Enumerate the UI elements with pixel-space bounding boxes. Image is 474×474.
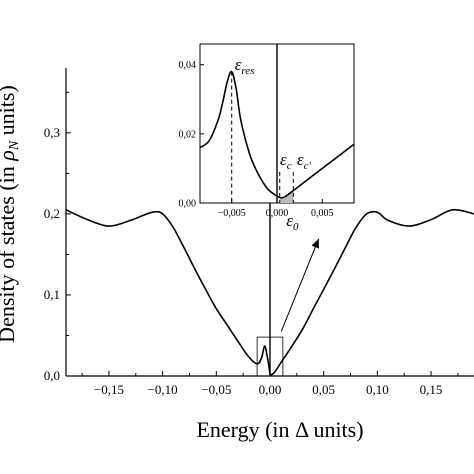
annotation-eps-c: εc xyxy=(280,150,292,172)
inset-tick-labels: −0,005 0,000 0,005 0,00 0,02 0,04 xyxy=(179,60,334,219)
inset-y-tick-label: 0,04 xyxy=(179,60,197,71)
y-axis-title: Density of states (in ρN units) xyxy=(0,85,22,343)
inset-x-tick-label: −0,005 xyxy=(218,208,246,219)
annotation-eps-res: εres xyxy=(235,55,255,77)
inset-plot: −0,005 0,000 0,005 0,00 0,02 0,04 εres εc εc' ε0 xyxy=(179,43,355,233)
zoom-arrow xyxy=(280,238,320,332)
y-tick-label: 0,0 xyxy=(44,368,60,383)
inset-dashed-markers xyxy=(231,71,294,203)
inset-y-tick-label: 0,02 xyxy=(179,129,197,140)
y-tick-label: 0,3 xyxy=(44,125,60,140)
zoom-arrowhead xyxy=(311,238,320,249)
x-tick-label: −0,05 xyxy=(201,382,231,397)
inset-y-tick-label: 0,00 xyxy=(179,199,197,210)
annotation-eps-c-prime: εc' xyxy=(297,150,312,172)
annotation-eps-0: ε0 xyxy=(286,211,299,233)
main-tick-labels: −0,15 −0,10 −0,05 0,00 0,05 0,10 0,15 0,0 0,1 0,2… xyxy=(44,125,443,397)
inset-x-tick-label: 0,000 xyxy=(266,208,289,219)
inset-annotations: εres εc εc' ε0 xyxy=(235,55,312,233)
x-tick-label: −0,15 xyxy=(94,382,124,397)
zoom-region-box xyxy=(256,336,284,377)
y-tick-label: 0,2 xyxy=(44,206,60,221)
x-tick-label: 0,15 xyxy=(420,382,443,397)
x-tick-label: 0,00 xyxy=(259,382,282,397)
x-axis-title: Energy (in Δ units) xyxy=(196,417,363,442)
main-dos-curve xyxy=(65,208,474,376)
x-tick-label: 0,10 xyxy=(366,382,389,397)
y-tick-label: 0,1 xyxy=(44,287,60,302)
x-tick-label: −0,10 xyxy=(148,382,178,397)
x-tick-label: 0,05 xyxy=(312,382,335,397)
inset-dos-curve xyxy=(199,70,355,199)
inset-x-tick-label: 0,005 xyxy=(311,208,334,219)
